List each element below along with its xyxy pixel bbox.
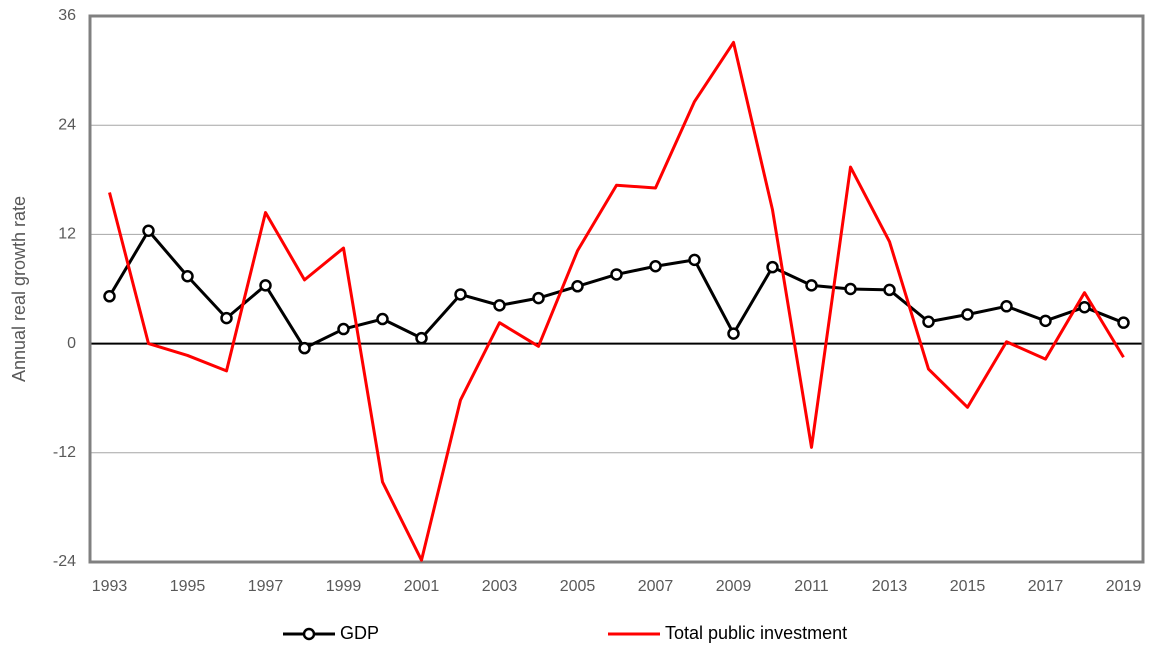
plot-border — [88, 14, 1145, 564]
y-tick-label: 36 — [58, 7, 76, 24]
point-marker — [454, 288, 467, 301]
point-marker — [1000, 300, 1013, 313]
point-marker — [1039, 314, 1052, 328]
legend-label: Total public investment — [665, 623, 847, 643]
point-marker — [766, 260, 779, 274]
point-marker — [805, 279, 818, 292]
x-tick-label: 2013 — [872, 578, 908, 595]
point-marker — [688, 253, 701, 267]
point-marker — [493, 299, 506, 312]
point-marker — [610, 268, 623, 281]
x-tick-label: 2007 — [638, 578, 674, 595]
point-marker — [922, 315, 935, 329]
y-axis-label: Annual real growth rate — [9, 196, 29, 382]
x-tick-label: 1993 — [92, 578, 128, 595]
point-marker — [961, 308, 974, 321]
x-tick-label: 2017 — [1028, 578, 1064, 595]
y-tick-label: 24 — [58, 116, 76, 133]
point-marker — [181, 270, 194, 283]
y-tick-label: -24 — [53, 553, 76, 570]
legend-marker — [302, 627, 316, 641]
point-marker — [376, 312, 389, 326]
point-marker — [298, 341, 311, 355]
x-tick-label: 2019 — [1106, 578, 1142, 595]
point-marker — [103, 290, 116, 303]
point-marker — [1078, 300, 1091, 314]
x-tick-label: 2009 — [716, 578, 752, 595]
x-tick-label: 1995 — [170, 578, 206, 595]
x-tick-label: 2011 — [794, 578, 829, 595]
x-tick-label: 2001 — [404, 578, 440, 595]
point-marker — [883, 283, 896, 297]
y-tick-label: 0 — [67, 335, 76, 352]
y-tick-label: 12 — [58, 226, 76, 243]
point-marker — [337, 322, 350, 336]
point-marker — [571, 280, 584, 293]
point-marker — [649, 260, 662, 273]
point-marker — [415, 331, 428, 345]
point-marker — [727, 327, 740, 340]
x-tick-label: 2015 — [950, 578, 986, 595]
legend-label: GDP — [340, 623, 379, 643]
y-tick-label: -12 — [53, 444, 76, 461]
series-line — [108, 40, 1125, 562]
x-tick-label: 2003 — [482, 578, 518, 595]
x-tick-label: 1997 — [248, 578, 284, 595]
point-marker — [532, 291, 545, 305]
point-marker — [142, 224, 155, 238]
point-marker — [844, 282, 857, 296]
point-marker — [259, 279, 272, 292]
x-tick-label: 2005 — [560, 578, 596, 595]
point-marker — [1117, 316, 1130, 329]
x-tick-label: 1999 — [326, 578, 362, 595]
point-marker — [220, 311, 233, 325]
